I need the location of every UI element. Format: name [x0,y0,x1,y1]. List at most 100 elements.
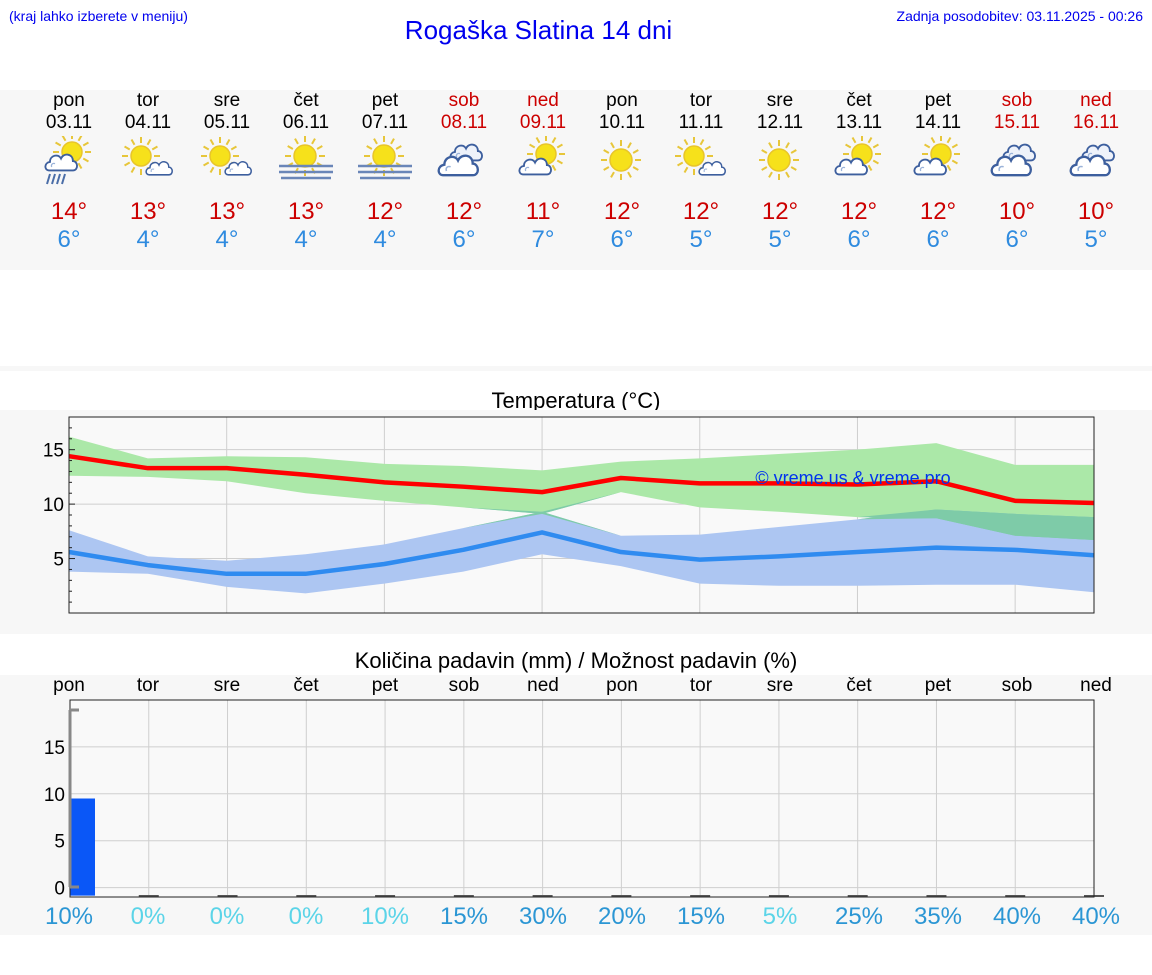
precipitation-probability: 40% [992,903,1042,930]
min-temperature: 4° [294,226,318,253]
precipitation-probability: 15% [439,903,489,930]
max-temperature: 14° [50,198,88,225]
day-name: ned [527,90,559,111]
precipitation-probability: 35% [913,903,963,930]
min-temperature: 7° [531,226,555,253]
max-temperature: 12° [366,198,404,225]
day-name: pet [371,90,399,111]
day-column: sob 08.11 12° 6° [424,90,504,270]
min-temperature: 5° [689,226,713,253]
day-name: sob [448,90,480,111]
day-date: 11.11 [678,112,724,133]
day-date: 13.11 [835,112,883,133]
max-temperature: 12° [919,198,957,225]
min-temperature: 6° [610,226,634,253]
y-tick-label: 15 [43,441,64,462]
x-tick-label: pon [53,675,85,696]
location-hint: (kraj lahko izberete v meniju) [9,8,188,24]
precipitation-chart: 0 5 10 15 [44,699,1104,900]
max-temperature: 10° [1077,198,1115,225]
overlap-band [69,509,1094,561]
min-temperature: 4° [136,226,160,253]
day-date: 07.11 [361,112,409,133]
spacer-strip [0,366,1152,371]
sun-fog-icon [277,136,335,193]
day-name: sob [1001,90,1033,111]
sun-small-cloud-icon [119,136,177,193]
y-tick-label: 10 [44,785,65,806]
day-name: pet [924,90,952,111]
day-column: sre 05.11 13° 4° [187,90,267,270]
x-tick-label: sre [213,675,241,696]
precipitation-probability: 10% [44,903,94,930]
max-temperature: 12° [761,198,799,225]
plot-area [70,700,1094,897]
min-temperature: 4° [373,226,397,253]
precipitation-probability: 25% [834,903,884,930]
day-date: 08.11 [440,112,488,133]
day-column: ned 09.11 11° 7° [503,90,583,270]
precipitation-probability: 30% [518,903,568,930]
day-name: čet [293,90,319,111]
day-name: ned [1080,90,1112,111]
precipitation-probability: 15% [676,903,726,930]
max-temperature: 12° [603,198,641,225]
x-tick-label: čet [846,675,872,696]
watermark: © vreme.us & vreme.pro [755,468,950,488]
day-column: tor 11.11 12° 5° [661,90,741,270]
max-temperature: 13° [287,198,325,225]
min-temperature: 4° [215,226,239,253]
sun-cloud-icon [514,135,572,193]
min-temperature: 6° [926,226,950,253]
daily-forecast-strip: pon 03.11 14° 6° tor 04.11 13° 4° sre 05.1… [0,90,1152,270]
precipitation-probability: 0% [209,903,245,930]
min-temperature: 6° [452,226,476,253]
max-temperature: 12° [445,198,483,225]
day-name: čet [846,90,872,111]
sun-icon [593,136,651,193]
max-temperature: 12° [682,198,720,225]
min-temperature-line [68,530,1095,577]
day-date: 15.11 [993,112,1041,133]
last-update: Zadnja posodobitev: 03.11.2025 - 00:26 [896,8,1143,24]
precipitation-chart-panel: pon tor sre čet pet sob ned pon tor sre čet pet sob n… [0,675,1152,935]
x-tick-label: čet [293,675,319,696]
cloudy-icon [988,136,1046,193]
max-temperature: 13° [129,198,167,225]
sun-cloud-rain-icon [40,133,98,193]
max-temperature: 11° [525,198,561,225]
min-temperature: 6° [1005,226,1029,253]
page-title: Rogaška Slatina 14 dni [404,15,673,45]
day-date: 12.11 [756,112,804,133]
y-tick-label: 15 [44,738,65,759]
sun-icon [751,136,809,193]
day-column: pet 14.11 12° 6° [898,90,978,270]
temperature-chart: 5 10 15 © vreme.us & vreme.pro [43,416,1095,614]
day-date: 16.11 [1072,112,1120,133]
precipitation-probability: 40% [1071,903,1121,930]
day-name: sre [213,90,241,111]
precipitation-chart-title: Količina padavin (mm) / Možnost padavin … [354,648,798,673]
temperature-chart-title: Temperatura (°C) [491,388,661,413]
day-column: sob 15.11 10° 6° [977,90,1057,270]
precipitation-bar [70,798,95,896]
x-tick-label: ned [1080,675,1112,696]
min-temperature: 5° [1084,226,1108,253]
x-tick-label: pet [371,675,399,696]
sun-cloud-icon [830,135,888,193]
day-column: čet 13.11 12° 6° [819,90,899,270]
x-tick-label: sob [1001,675,1033,696]
day-name: tor [136,90,160,111]
day-date: 14.11 [914,112,962,133]
y-tick-label: 5 [54,832,65,853]
day-column: pon 10.11 12° 6° [582,90,662,270]
precipitation-probability: 0% [288,903,324,930]
day-name: pon [606,90,638,111]
y-tick-label: 5 [53,550,64,571]
max-temperature-band [69,436,1094,541]
precipitation-probability: 5% [762,903,798,930]
day-column: ned 16.11 10° 5° [1056,90,1136,270]
max-temperature: 12° [840,198,878,225]
day-date: 04.11 [124,112,172,133]
y-tick-label: 0 [54,879,65,900]
